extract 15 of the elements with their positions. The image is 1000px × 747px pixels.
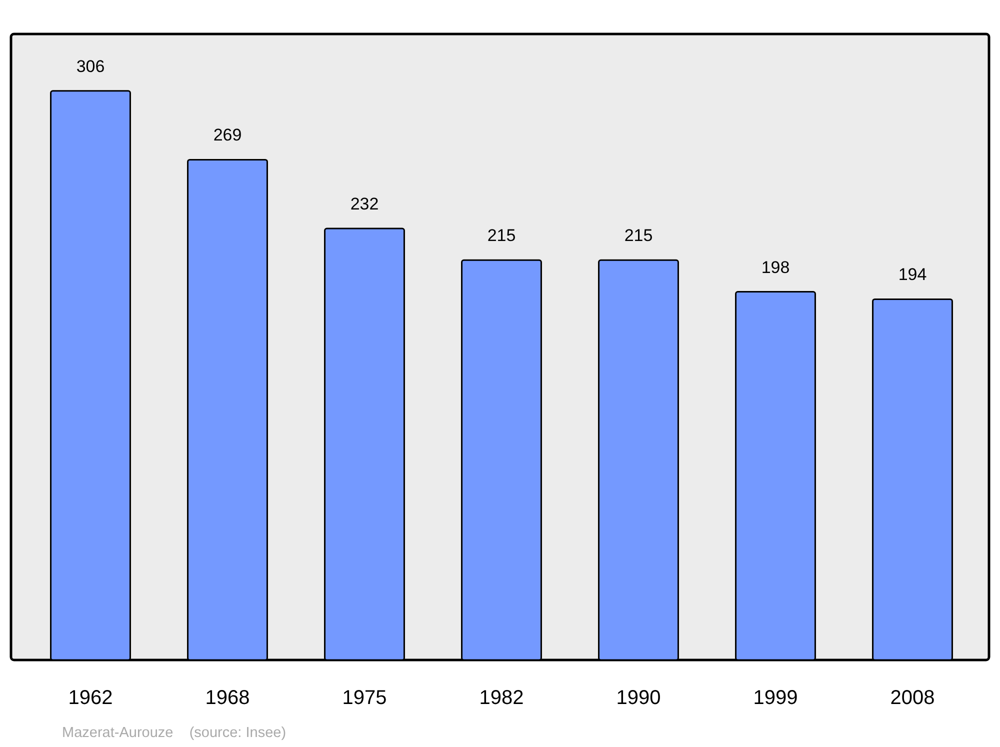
data-label: 198	[761, 258, 790, 277]
data-label: 269	[213, 126, 242, 145]
data-label: 232	[350, 194, 379, 214]
data-label: 306	[76, 56, 105, 76]
x-tick-label: 2008	[890, 687, 935, 709]
x-tick-label: 1982	[479, 687, 524, 709]
data-label: 194	[898, 265, 927, 284]
x-tick-label: 1990	[616, 687, 661, 709]
text: Mazerat-Aurouze (source: Insee)	[62, 725, 286, 741]
x-tick-label: 1962	[68, 687, 113, 709]
x-tick-label: 1968	[205, 687, 250, 709]
x-tick-label: 1999	[753, 687, 798, 709]
x-tick-label: 1975	[342, 687, 387, 709]
data-label: 215	[624, 226, 653, 246]
data-label: 215	[487, 226, 516, 246]
